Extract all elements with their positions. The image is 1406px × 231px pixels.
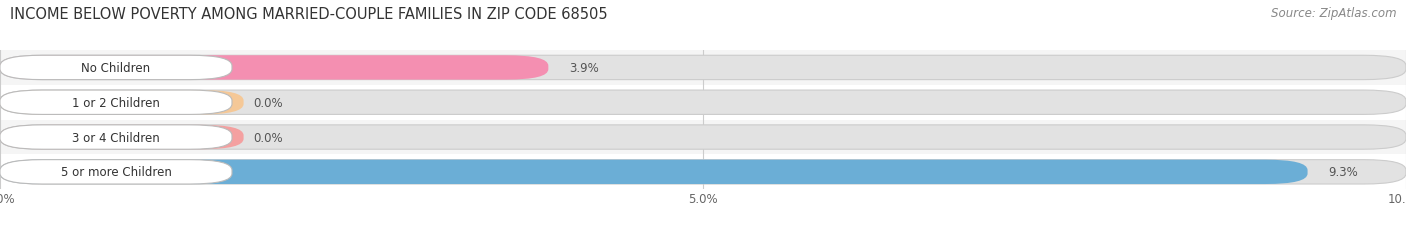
Text: Source: ZipAtlas.com: Source: ZipAtlas.com xyxy=(1271,7,1396,20)
FancyBboxPatch shape xyxy=(0,125,1406,150)
FancyBboxPatch shape xyxy=(0,120,1406,155)
FancyBboxPatch shape xyxy=(0,125,232,150)
FancyBboxPatch shape xyxy=(0,91,1406,115)
FancyBboxPatch shape xyxy=(0,91,232,115)
FancyBboxPatch shape xyxy=(0,56,548,80)
Text: 5 or more Children: 5 or more Children xyxy=(60,166,172,179)
Text: 0.0%: 0.0% xyxy=(253,96,283,109)
Text: No Children: No Children xyxy=(82,62,150,75)
Text: 9.3%: 9.3% xyxy=(1329,166,1358,179)
Text: 1 or 2 Children: 1 or 2 Children xyxy=(72,96,160,109)
FancyBboxPatch shape xyxy=(0,125,243,150)
Text: 3.9%: 3.9% xyxy=(569,62,599,75)
FancyBboxPatch shape xyxy=(0,155,1406,189)
FancyBboxPatch shape xyxy=(0,85,1406,120)
FancyBboxPatch shape xyxy=(0,56,1406,80)
Text: 3 or 4 Children: 3 or 4 Children xyxy=(72,131,160,144)
FancyBboxPatch shape xyxy=(0,160,1308,184)
FancyBboxPatch shape xyxy=(0,56,232,80)
FancyBboxPatch shape xyxy=(0,51,1406,85)
Text: INCOME BELOW POVERTY AMONG MARRIED-COUPLE FAMILIES IN ZIP CODE 68505: INCOME BELOW POVERTY AMONG MARRIED-COUPL… xyxy=(10,7,607,22)
FancyBboxPatch shape xyxy=(0,160,232,184)
FancyBboxPatch shape xyxy=(0,91,243,115)
FancyBboxPatch shape xyxy=(0,160,1406,184)
Text: 0.0%: 0.0% xyxy=(253,131,283,144)
